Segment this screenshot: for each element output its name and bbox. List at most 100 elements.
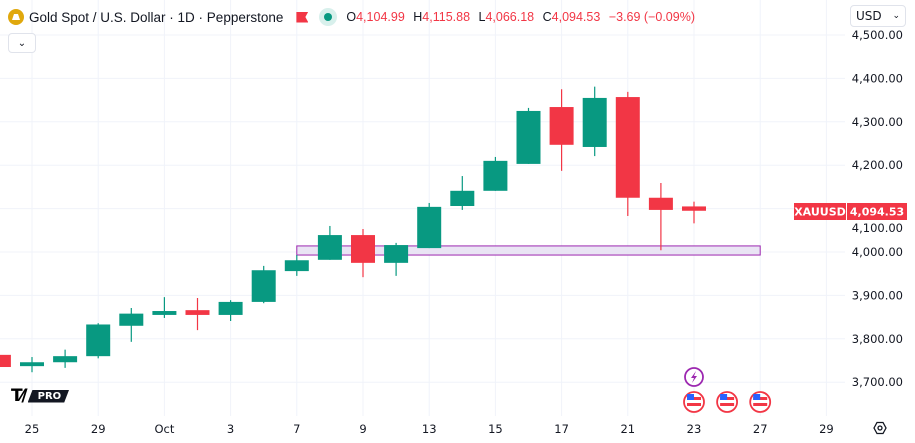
time-tick-label: 25 xyxy=(25,422,40,436)
time-tick-label: 27 xyxy=(753,422,768,436)
candles xyxy=(0,86,706,373)
market-status-icon[interactable] xyxy=(319,8,338,26)
candle xyxy=(682,201,706,224)
time-tick-label: 3 xyxy=(227,422,234,436)
support-zone[interactable] xyxy=(296,245,761,256)
candle xyxy=(119,307,144,342)
gold-icon xyxy=(8,9,24,25)
currency-value: USD xyxy=(856,9,882,23)
candle-body xyxy=(682,206,706,211)
events xyxy=(683,367,772,413)
price-tick-label: 3,700.00 xyxy=(852,375,903,389)
price-axis[interactable]: 3,700.00 3,800.00 3,900.00 4,000.00 4,100.00… xyxy=(852,28,903,389)
flag-canton xyxy=(687,394,694,400)
price-tag-value: 4,094.53 xyxy=(850,206,904,219)
flag-stripe xyxy=(753,403,768,406)
candle-body xyxy=(615,97,640,198)
candle-body xyxy=(384,245,409,263)
grid-lines xyxy=(0,0,845,416)
currency-select[interactable]: USD ⌄ xyxy=(850,5,906,27)
time-tick-label: 29 xyxy=(819,422,834,436)
candle-body xyxy=(516,110,541,164)
time-tick-label: 13 xyxy=(422,422,437,436)
settings-icon[interactable] xyxy=(873,421,887,435)
candle xyxy=(317,225,342,260)
time-tick-label: Oct xyxy=(154,422,174,436)
candle xyxy=(384,242,409,276)
tv-logo-mark: T⁄/ xyxy=(11,386,28,406)
candle xyxy=(251,265,276,304)
candle xyxy=(648,182,673,251)
candle xyxy=(351,228,375,278)
price-tick-label: 4,300.00 xyxy=(852,115,903,129)
time-axis[interactable]: 25 29 Oct 3 7 9 13 15 17 21 23 27 29 xyxy=(25,422,834,436)
candle-body xyxy=(218,301,243,315)
price-tag-value-bg xyxy=(847,203,907,220)
candle xyxy=(20,357,44,373)
price-tag: XAUUSD 4,094.53 xyxy=(794,203,907,220)
open-value: 4,104.99 xyxy=(356,10,405,24)
candle xyxy=(549,89,574,171)
close-value: 4,094.53 xyxy=(551,10,601,24)
candle xyxy=(417,202,442,249)
candle xyxy=(152,297,177,318)
candle xyxy=(0,354,11,368)
candle xyxy=(516,107,541,164)
price-tick-label: 4,500.00 xyxy=(852,28,903,42)
candle-body xyxy=(20,362,44,367)
us-flag-event-icon xyxy=(716,391,738,413)
zone-rect xyxy=(296,245,761,256)
candle xyxy=(53,349,78,368)
flag-stripe xyxy=(720,403,735,406)
symbol-legend: Gold Spot / U.S. Dollar · 1D · Peppersto… xyxy=(8,8,700,26)
price-tick-label: 4,000.00 xyxy=(852,245,903,259)
candle-body xyxy=(450,190,475,206)
candle xyxy=(483,156,508,191)
high-label: H xyxy=(413,10,423,24)
low-label: L xyxy=(478,10,486,24)
time-tick-label: 17 xyxy=(554,422,569,436)
pro-badge: PRO xyxy=(27,389,70,403)
chevron-down-icon: ⌄ xyxy=(17,37,27,49)
change-value: −3.69 (−0.09%) xyxy=(608,10,695,24)
price-tick-label: 4,200.00 xyxy=(852,158,903,172)
candle-body xyxy=(53,356,78,363)
candle xyxy=(218,300,243,322)
candle-body xyxy=(549,107,574,145)
close-label: C xyxy=(542,10,552,24)
candle-body xyxy=(119,313,144,326)
candle xyxy=(185,298,210,331)
price-tag-symbol-bg xyxy=(794,203,846,220)
high-value: 4,115.88 xyxy=(422,10,471,24)
candle-body xyxy=(251,270,276,302)
low-value: 4,066.18 xyxy=(485,10,535,24)
flag-icon[interactable] xyxy=(296,11,309,23)
price-tick-label: 3,800.00 xyxy=(852,332,903,346)
candle-body xyxy=(86,324,111,357)
candle-body xyxy=(648,197,673,210)
candle xyxy=(450,176,475,210)
flag-stripe xyxy=(687,403,701,406)
time-tick-label: 29 xyxy=(91,422,106,436)
time-tick-label: 7 xyxy=(293,422,300,436)
flag-canton xyxy=(720,394,728,400)
us-flag-event-icon xyxy=(683,391,705,413)
candle-body xyxy=(185,310,210,315)
tradingview-logo[interactable]: T⁄/ PRO xyxy=(11,386,70,406)
candle-body xyxy=(417,206,442,249)
price-tag-symbol: XAUUSD xyxy=(794,206,846,219)
time-tick-label: 15 xyxy=(488,422,503,436)
candle-body xyxy=(284,260,309,272)
candle xyxy=(284,255,309,276)
candle xyxy=(582,86,607,157)
collapse-legend-button[interactable]: ⌄ xyxy=(8,33,36,53)
symbol-title[interactable]: Gold Spot / U.S. Dollar · 1D · Peppersto… xyxy=(29,9,284,25)
flag-canton xyxy=(753,394,761,400)
candle xyxy=(86,323,111,359)
candle-body xyxy=(0,354,11,368)
time-tick-label: 23 xyxy=(687,422,702,436)
ohlc-values: O4,104.99 H4,115.88 L4,066.18 C4,094.53 … xyxy=(346,10,700,24)
open-label: O xyxy=(346,10,357,24)
candle xyxy=(615,91,640,216)
